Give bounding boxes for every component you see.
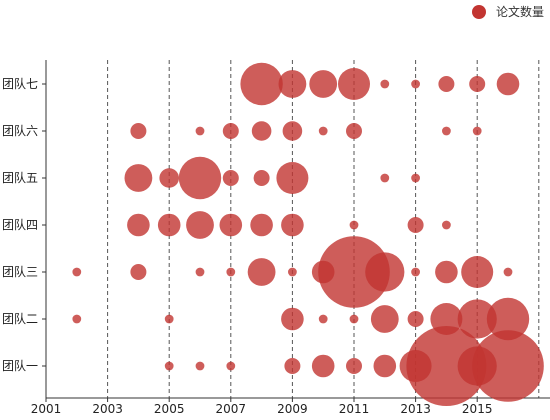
bubble-团队一-2009[interactable]	[284, 358, 301, 374]
bubble-团队三-2007[interactable]	[226, 267, 236, 277]
bubble-团队二-2002[interactable]	[72, 314, 82, 324]
bubble-团队一-2011[interactable]	[346, 358, 362, 374]
legend-label: 论文数量	[496, 4, 544, 19]
bubble-团队六-2008[interactable]	[251, 121, 272, 141]
bubble-团队五-2012[interactable]	[380, 173, 390, 183]
bubble-团队一-2012[interactable]	[373, 354, 397, 378]
bubble-团队五-2004[interactable]	[124, 164, 153, 192]
x-tick-label-2001: 2001	[31, 402, 62, 416]
bubble-团队七-2015[interactable]	[469, 76, 486, 92]
bubble-团队二-2009[interactable]	[281, 307, 304, 331]
bubble-团队三-2011[interactable]	[318, 236, 390, 308]
bubble-团队三-2016[interactable]	[503, 267, 513, 277]
bubble-团队五-2013[interactable]	[411, 173, 420, 183]
x-tick-label-2011: 2011	[339, 402, 370, 416]
y-tick-label-团队一: 团队一	[2, 358, 38, 373]
bubble-团队四-2006[interactable]	[186, 211, 214, 239]
y-tick-label-团队六: 团队六	[2, 123, 38, 138]
y-tick-label-团队五: 团队五	[2, 170, 38, 185]
bubble-团队三-2008[interactable]	[247, 258, 276, 286]
bubble-团队六-2014[interactable]	[442, 126, 451, 136]
bubble-团队二-2015[interactable]	[457, 299, 497, 339]
bubble-团队一-2010[interactable]	[311, 354, 335, 378]
bubble-团队一-2005[interactable]	[164, 361, 174, 371]
bubble-团队五-2007[interactable]	[222, 170, 239, 186]
y-tick-label-团队二: 团队二	[2, 311, 38, 326]
bubble-团队三-2006[interactable]	[195, 267, 205, 277]
bubble-团队二-2005[interactable]	[164, 314, 174, 324]
bubble-团队一-2016[interactable]	[472, 330, 544, 402]
bubble-团队四-2009[interactable]	[281, 213, 304, 237]
x-tick-label-2005: 2005	[154, 402, 185, 416]
bubble-团队二-2012[interactable]	[370, 305, 399, 333]
bubble-团队七-2013[interactable]	[411, 79, 420, 89]
bubble-团队四-2013[interactable]	[407, 217, 424, 233]
bubble-团队六-2015[interactable]	[472, 126, 482, 136]
x-tick-label-2013: 2013	[400, 402, 431, 416]
bubble-团队二-2016[interactable]	[486, 297, 530, 341]
bubble-团队一-2007[interactable]	[226, 361, 236, 371]
legend-marker	[472, 5, 486, 19]
bubble-团队六-2004[interactable]	[130, 123, 147, 139]
bubble-团队二-2013[interactable]	[407, 311, 424, 327]
bubble-团队七-2012[interactable]	[380, 79, 390, 89]
bubble-团队三-2012[interactable]	[365, 252, 405, 292]
bubble-团队七-2016[interactable]	[496, 72, 520, 96]
bubble-团队一-2014[interactable]	[406, 326, 487, 406]
bubble-团队四-2014[interactable]	[442, 220, 451, 230]
bubble-layer	[72, 62, 544, 406]
bubble-团队三-2004[interactable]	[130, 264, 147, 280]
bubble-团队四-2005[interactable]	[157, 213, 181, 237]
bubble-团队四-2004[interactable]	[127, 213, 150, 237]
bubble-团队五-2008[interactable]	[253, 170, 270, 186]
bubble-团队五-2009[interactable]	[276, 162, 309, 194]
legend[interactable]: 论文数量	[472, 4, 544, 19]
y-tick-label-团队三: 团队三	[2, 264, 38, 279]
bubble-团队六-2009[interactable]	[282, 121, 303, 141]
bubble-团队三-2014[interactable]	[435, 260, 458, 284]
bubble-团队六-2007[interactable]	[222, 123, 239, 139]
y-tick-label-团队四: 团队四	[2, 217, 38, 232]
bubble-团队四-2007[interactable]	[219, 213, 243, 237]
bubble-团队六-2010[interactable]	[318, 126, 328, 136]
bubble-团队五-2006[interactable]	[178, 156, 222, 200]
bubble-团队六-2011[interactable]	[346, 123, 362, 139]
x-tick-label-2003: 2003	[92, 402, 123, 416]
bubble-团队七-2008[interactable]	[240, 62, 283, 106]
x-tick-label-2015: 2015	[462, 402, 493, 416]
bubble-团队二-2011[interactable]	[349, 314, 359, 324]
bubble-团队三-2009[interactable]	[288, 267, 297, 277]
bubble-团队五-2005[interactable]	[159, 168, 179, 188]
x-tick-label-2007: 2007	[216, 402, 247, 416]
bubble-团队二-2010[interactable]	[318, 314, 328, 324]
bubble-团队七-2010[interactable]	[309, 70, 338, 98]
bubble-团队六-2006[interactable]	[195, 126, 205, 136]
bubble-团队四-2008[interactable]	[250, 213, 273, 237]
bubble-团队一-2006[interactable]	[195, 361, 205, 371]
bubble-团队三-2013[interactable]	[411, 267, 420, 277]
x-tick-label-2009: 2009	[277, 402, 308, 416]
bubble-团队七-2009[interactable]	[278, 70, 307, 98]
axis-layer: 2001 2003 2005 2007 2009 2011 2013 2015 团队一 团队二 团队…	[2, 60, 550, 416]
bubble-团队七-2014[interactable]	[438, 76, 455, 92]
bubble-团队三-2002[interactable]	[72, 267, 82, 277]
y-tick-label-团队七: 团队七	[2, 76, 38, 91]
bubble-团队三-2015[interactable]	[461, 256, 494, 288]
bubble-团队四-2011[interactable]	[349, 220, 359, 230]
bubble-团队七-2011[interactable]	[338, 68, 370, 100]
